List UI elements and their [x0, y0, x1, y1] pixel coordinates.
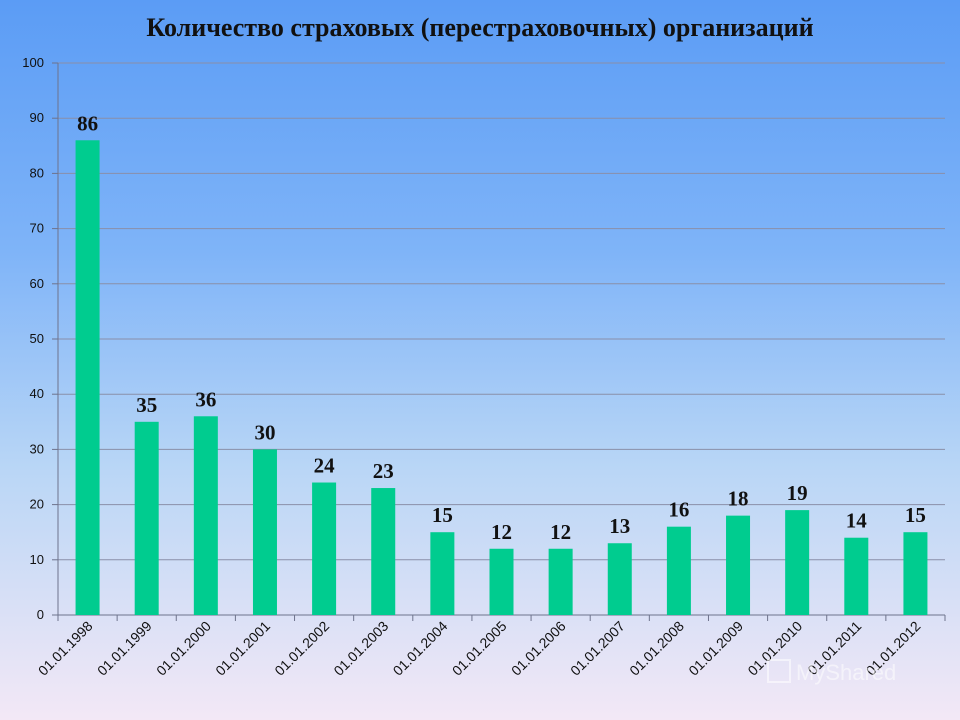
data-label: 23	[373, 459, 394, 483]
data-label: 24	[314, 454, 336, 478]
data-label: 15	[432, 503, 453, 527]
data-label: 12	[491, 520, 512, 544]
y-tick-label: 0	[37, 607, 44, 622]
y-tick-label: 80	[30, 165, 44, 180]
x-tick-label: 01.01.2008	[626, 618, 687, 679]
data-label: 12	[550, 520, 571, 544]
y-tick-label: 60	[30, 276, 44, 291]
x-tick-label: 01.01.2006	[508, 618, 569, 679]
x-tick-label: 01.01.2002	[271, 618, 332, 679]
y-tick-label: 30	[30, 441, 44, 456]
y-tick-label: 10	[30, 552, 44, 567]
bar	[252, 449, 277, 615]
x-tick-label: 01.01.2005	[449, 618, 510, 679]
bar	[75, 140, 100, 615]
bar	[430, 532, 455, 615]
x-tick-label: 01.01.2001	[212, 618, 273, 679]
x-tick-label: 01.01.2009	[685, 618, 746, 679]
y-tick-label: 40	[30, 386, 44, 401]
data-label: 35	[136, 393, 157, 417]
chart-title: Количество страховых (перестраховочных) …	[146, 13, 813, 42]
data-label: 16	[668, 498, 689, 522]
data-label: 13	[609, 514, 630, 538]
y-tick-label: 20	[30, 497, 44, 512]
watermark-logo-icon	[767, 659, 791, 683]
bar	[371, 488, 396, 615]
y-tick-label: 50	[30, 331, 44, 346]
x-tick-label: 01.01.2004	[390, 618, 451, 679]
data-label: 14	[846, 509, 868, 533]
watermark: MyShared	[767, 659, 896, 685]
bar	[844, 537, 869, 615]
y-tick-label: 70	[30, 221, 44, 236]
bar	[134, 421, 159, 615]
data-label: 19	[787, 481, 808, 505]
bar	[666, 526, 691, 615]
bar	[548, 548, 573, 615]
data-label: 36	[195, 387, 216, 411]
x-tick-label: 01.01.1999	[94, 618, 155, 679]
y-tick-labels: 0 10 20 30 40 50 60 70 80 90 100	[22, 55, 44, 622]
bars	[75, 140, 928, 615]
bar	[726, 515, 751, 615]
data-label: 86	[77, 111, 98, 135]
bar	[489, 548, 514, 615]
bar	[903, 532, 928, 615]
bar	[607, 543, 632, 615]
x-tick-label: 01.01.2003	[330, 618, 391, 679]
bar	[785, 510, 810, 615]
y-tick-label: 90	[30, 110, 44, 125]
data-label: 30	[254, 420, 275, 444]
x-tick-label: 01.01.2007	[567, 618, 628, 679]
bar	[312, 482, 337, 615]
x-tick-label: 01.01.1998	[35, 618, 96, 679]
data-labels: 86 35 36 30 24 23 15 12 12 13 16 18 19 14 15	[77, 111, 926, 543]
data-label: 18	[728, 487, 749, 511]
x-tick-label: 01.01.2000	[153, 618, 214, 679]
bar	[193, 416, 218, 615]
watermark-text: MyShared	[796, 660, 896, 685]
data-label: 15	[905, 503, 926, 527]
y-tick-label: 100	[22, 55, 44, 70]
